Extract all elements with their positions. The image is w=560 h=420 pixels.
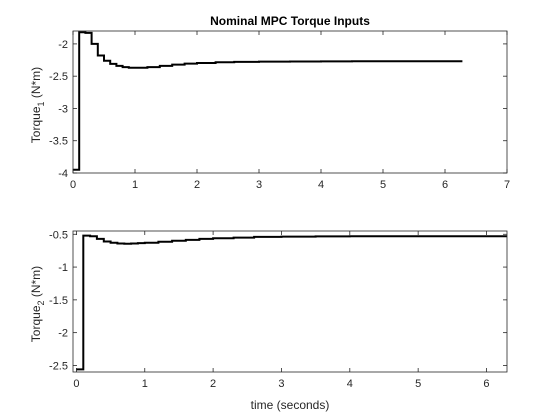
y-tick-label: -3.5: [49, 136, 68, 148]
x-axis-label: time (seconds): [251, 398, 330, 412]
x-tick-label: 4: [347, 378, 353, 390]
y-tick-label: -1.5: [49, 295, 68, 307]
y-tick-label: -4: [58, 168, 68, 180]
x-tick-label: 6: [483, 378, 489, 390]
y-tick-label: -3: [58, 103, 68, 115]
x-tick-label: 5: [415, 378, 421, 390]
x-tick-label: 2: [210, 378, 216, 390]
x-tick-label: 3: [256, 179, 262, 191]
x-tick-label: 0: [70, 179, 76, 191]
axes-box: [72, 30, 508, 174]
y-axis-label-torque-1: Torque1 (N*m): [29, 67, 46, 143]
axes-box: [72, 230, 508, 373]
x-tick-label: 4: [318, 179, 324, 191]
y-tick-label: -2.5: [49, 71, 68, 83]
y-axis-label-base: Torque: [29, 106, 43, 143]
data-series-line: [76, 234, 507, 371]
y-axis-label-subscript: 2: [36, 300, 46, 305]
chart-title: Nominal MPC Torque Inputs: [210, 14, 370, 28]
y-axis-label-unit: (N*m): [29, 67, 43, 102]
subplot-torque-1: Nominal MPC Torque Inputs Torque1 (N*m) …: [29, 14, 510, 191]
x-tick-label: 0: [73, 378, 79, 390]
y-axis-label-base: Torque: [29, 305, 43, 342]
x-tick-label: 7: [504, 179, 510, 191]
x-tick-label: 1: [142, 378, 148, 390]
plot-area: [73, 231, 507, 372]
y-tick-label: -2: [58, 328, 68, 340]
y-axis-label-subscript: 1: [36, 101, 46, 106]
x-tick-label: 3: [278, 378, 284, 390]
plot-area: [73, 31, 507, 173]
y-tick-label: -0.5: [49, 229, 68, 241]
y-axis-label-torque-2: Torque2 (N*m): [29, 266, 46, 342]
subplot-torque-2: Torque2 (N*m) time (seconds) 0 1 2 3 4 5 6-2.5…: [29, 229, 508, 412]
x-tick-label: 6: [442, 179, 448, 191]
x-tick-label: 2: [194, 179, 200, 191]
y-tick-label: -1: [58, 262, 68, 274]
x-tick-label: 1: [132, 179, 138, 191]
y-axis-label-unit: (N*m): [29, 266, 43, 301]
y-tick-label: -2: [58, 39, 68, 51]
data-series-line: [73, 31, 463, 171]
y-tick-label: -2.5: [49, 360, 68, 372]
x-tick-label: 5: [380, 179, 386, 191]
